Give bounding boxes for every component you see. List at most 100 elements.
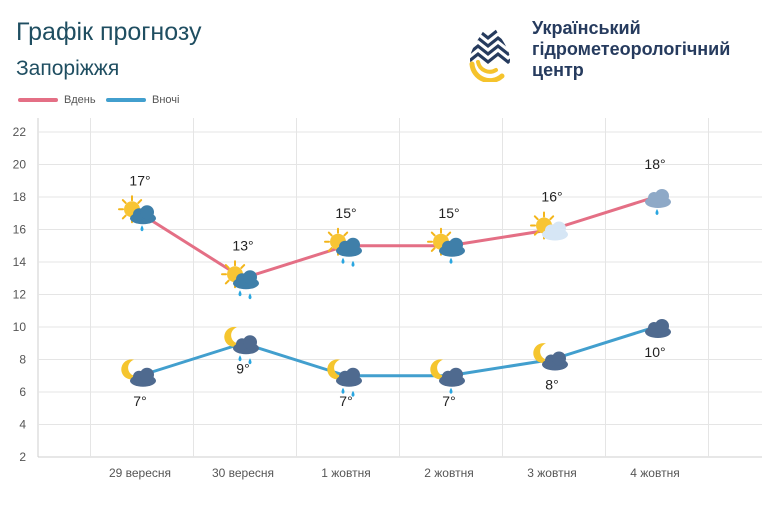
data-label: 7° [133, 393, 146, 409]
sun-cloud-light-rain-icon [118, 195, 156, 232]
y-tick-label: 18 [13, 190, 27, 204]
sun-ray [549, 215, 555, 221]
cloud-shape [449, 237, 463, 252]
sun-ray [137, 199, 143, 204]
cloud-shape [552, 351, 566, 366]
logo-line-3: центр [532, 60, 584, 80]
sun-ray [343, 231, 349, 237]
moon-shape [327, 359, 345, 380]
sun-cloud-rain-icon [324, 227, 362, 267]
rain-drop [248, 293, 252, 300]
moon-cloud-rain-icon [224, 326, 259, 365]
rain-drop [238, 355, 242, 362]
y-tick-label: 4 [19, 418, 26, 432]
sun-ray [446, 231, 452, 237]
sun-cloud-icon [530, 211, 568, 241]
legend-swatch-day [18, 98, 58, 103]
moon-cloud-light-rain-icon [430, 359, 465, 394]
data-label: 13° [232, 237, 253, 253]
data-label: 18° [644, 156, 665, 172]
sun-cloud-light-rain-icon [427, 227, 465, 264]
legend-item-night[interactable]: Вночі [106, 94, 179, 106]
droplet-logo-icon [469, 20, 510, 84]
cloud-shape [243, 270, 257, 285]
sun-ray [121, 214, 127, 220]
cloud-shape [243, 335, 257, 350]
sun-ray [430, 247, 436, 252]
cloud-light-rain-icon [645, 189, 671, 215]
rain-drop [351, 390, 355, 397]
sun-ray [533, 215, 539, 221]
data-label: 10° [644, 344, 665, 360]
moon-shape [224, 326, 242, 347]
moon-shape [533, 343, 551, 364]
rain-drop [341, 257, 345, 264]
sun-ray [224, 279, 230, 285]
x-tick-label: 1 жовтня [321, 466, 370, 480]
sun-ray [430, 231, 436, 237]
legend-item-day[interactable]: Вдень [18, 94, 96, 106]
sun-ray [121, 199, 127, 204]
moon-cloud-icon [533, 343, 568, 371]
sun-cloud-rain-icon [221, 260, 259, 300]
moon-cloud-icon [121, 359, 156, 387]
rain-drop [140, 225, 144, 232]
rain-drop [238, 290, 242, 297]
y-tick-label: 10 [13, 320, 27, 334]
data-label: 15° [335, 205, 356, 221]
cloud-shape [346, 367, 360, 382]
legend-swatch-night [106, 98, 146, 103]
data-label: 17° [129, 172, 150, 188]
moon-shape [430, 359, 448, 380]
data-label: 16° [541, 189, 562, 205]
data-label: 8° [545, 377, 558, 393]
y-tick-label: 20 [13, 158, 27, 172]
y-tick-label: 12 [13, 288, 27, 302]
y-tick-label: 2 [19, 450, 26, 464]
cloud-shape [655, 319, 669, 333]
data-label: 7° [339, 393, 352, 409]
city-name: Запоріжжя [16, 57, 120, 80]
moon-cloud-rain-icon [327, 359, 362, 397]
data-label: 7° [442, 393, 455, 409]
cloud-shape [552, 221, 566, 236]
logo: Український гідрометеорологічний центр [466, 18, 766, 84]
rain-drop [341, 387, 345, 394]
cloud-shape [140, 205, 154, 220]
x-tick-label: 30 вересня [212, 466, 274, 480]
data-label: 15° [438, 205, 459, 221]
cloud-shape [346, 237, 360, 252]
y-tick-label: 8 [19, 353, 26, 367]
sun-ray [224, 264, 230, 269]
rain-drop [351, 260, 355, 267]
sun-ray [240, 264, 246, 269]
legend-label-night: Вночі [152, 94, 180, 106]
rain-drop [449, 387, 453, 394]
rain-drop [248, 358, 252, 365]
y-tick-label: 16 [13, 223, 27, 237]
x-tick-label: 2 жовтня [424, 466, 473, 480]
rain-drop [449, 257, 453, 264]
moon-shape [121, 359, 139, 380]
x-tick-label: 3 жовтня [527, 466, 576, 480]
day-series-line [139, 195, 656, 280]
cloud-shape [140, 367, 154, 382]
cloud-shape [449, 367, 463, 382]
page-title: Графік прогнозу [16, 18, 202, 46]
x-tick-label: 4 жовтня [630, 466, 679, 480]
y-tick-label: 14 [13, 255, 27, 269]
data-label: 9° [236, 360, 249, 376]
x-tick-label: 29 вересня [109, 466, 171, 480]
logo-line-2: гідрометеорологічний [532, 39, 731, 59]
sun-ray [327, 247, 333, 252]
y-tick-label: 6 [19, 385, 26, 399]
night-series-line [139, 325, 656, 378]
sun-ray [327, 231, 333, 237]
cloud-shape [655, 189, 669, 203]
grid: 2 4 6 8 10 12 14 16 18 20 22 29 вересня 30 вересня 1 … [13, 118, 762, 480]
rain-drop [655, 209, 659, 215]
y-tick-label: 22 [13, 125, 27, 139]
logo-line-1: Український [532, 18, 641, 38]
cloud-overcast-icon [645, 319, 671, 338]
